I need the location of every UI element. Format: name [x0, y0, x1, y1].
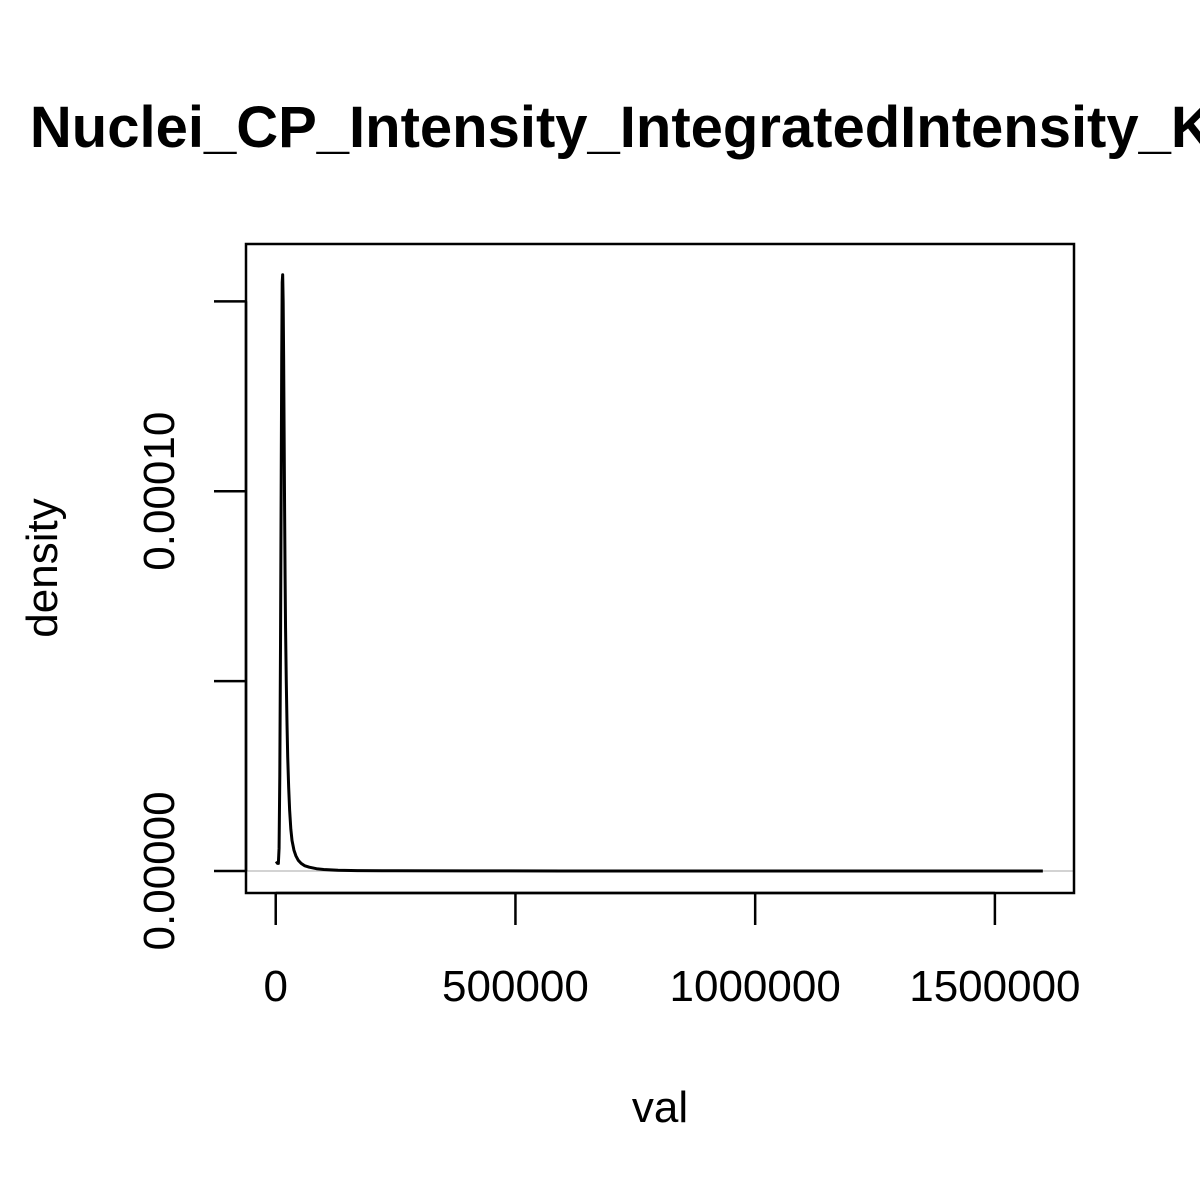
y-tick-label-0: 0.00000	[135, 791, 184, 950]
x-tick-label-0: 0	[263, 962, 287, 1011]
x-axis: 0 500000 1000000 1500000	[263, 891, 1081, 1011]
plot-frame	[244, 242, 1076, 895]
x-tick-label-1: 500000	[442, 962, 589, 1011]
chart-title: Nuclei_CP_Intensity_IntegratedIntensity_…	[30, 95, 1200, 160]
y-axis: 0.00000 0.00010	[135, 300, 248, 951]
x-axis-label: val	[632, 1083, 688, 1132]
density-curve	[274, 273, 1043, 873]
x-tick-label-2: 1000000	[670, 962, 841, 1011]
x-tick-label-3: 1500000	[909, 962, 1080, 1011]
y-tick-label-2: 0.00010	[135, 412, 184, 571]
y-axis-label: density	[18, 498, 67, 637]
